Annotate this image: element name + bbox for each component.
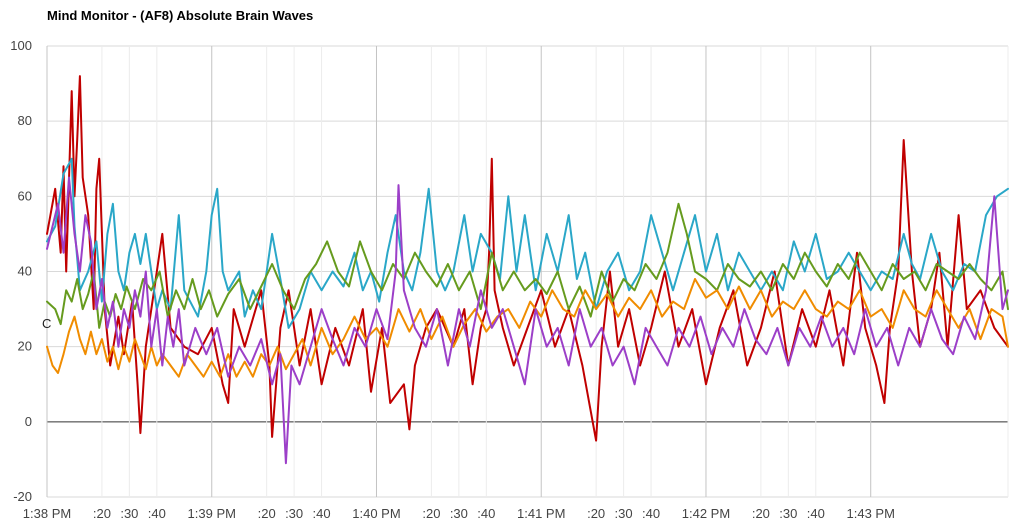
x-tick-label: 1:43 PM: [847, 506, 895, 521]
x-tick-label: :40: [642, 506, 660, 521]
x-tick-label: :20: [422, 506, 440, 521]
x-tick-label: :30: [779, 506, 797, 521]
x-tick-label: :40: [148, 506, 166, 521]
y-tick-label: 0: [25, 414, 32, 429]
series-group: [46, 75, 1009, 465]
y-tick-label: 60: [18, 188, 32, 203]
y-axis-ticks: -20 0 20 40 60 80 100: [10, 38, 32, 504]
x-tick-label: 1:42 PM: [682, 506, 730, 521]
x-tick-label: :40: [477, 506, 495, 521]
x-tick-label: :40: [313, 506, 331, 521]
x-tick-label: :30: [450, 506, 468, 521]
x-tick-label: :20: [587, 506, 605, 521]
y-tick-label: 80: [18, 113, 32, 128]
x-tick-label: 1:40 PM: [352, 506, 400, 521]
grid-lines: [46, 45, 1009, 498]
x-tick-label: 1:41 PM: [517, 506, 565, 521]
y-tick-label: 20: [18, 339, 32, 354]
x-tick-label: :20: [752, 506, 770, 521]
x-tick-label: 1:39 PM: [188, 506, 236, 521]
y-tick-label: 100: [10, 38, 32, 53]
x-tick-label: :40: [807, 506, 825, 521]
y-tick-label: -20: [13, 489, 32, 504]
series-line: [46, 278, 1009, 378]
y-tick-label: 40: [18, 264, 32, 279]
annotations: C: [42, 316, 51, 331]
x-axis-ticks: 1:38 PM :20 :30 :40 1:39 PM :20 :30 :40 1:40 PM:…: [23, 506, 895, 521]
x-tick-label: 1:38 PM: [23, 506, 71, 521]
x-tick-label: :20: [93, 506, 111, 521]
x-tick-label: :20: [258, 506, 276, 521]
x-tick-label: :30: [615, 506, 633, 521]
chart-title: Mind Monitor - (AF8) Absolute Brain Wave…: [47, 8, 314, 23]
x-tick-label: :30: [285, 506, 303, 521]
series-line: [46, 157, 1009, 329]
x-tick-label: :30: [120, 506, 138, 521]
series-line: [46, 176, 1009, 465]
series-line: [46, 75, 1009, 442]
annotation-label: C: [42, 316, 51, 331]
